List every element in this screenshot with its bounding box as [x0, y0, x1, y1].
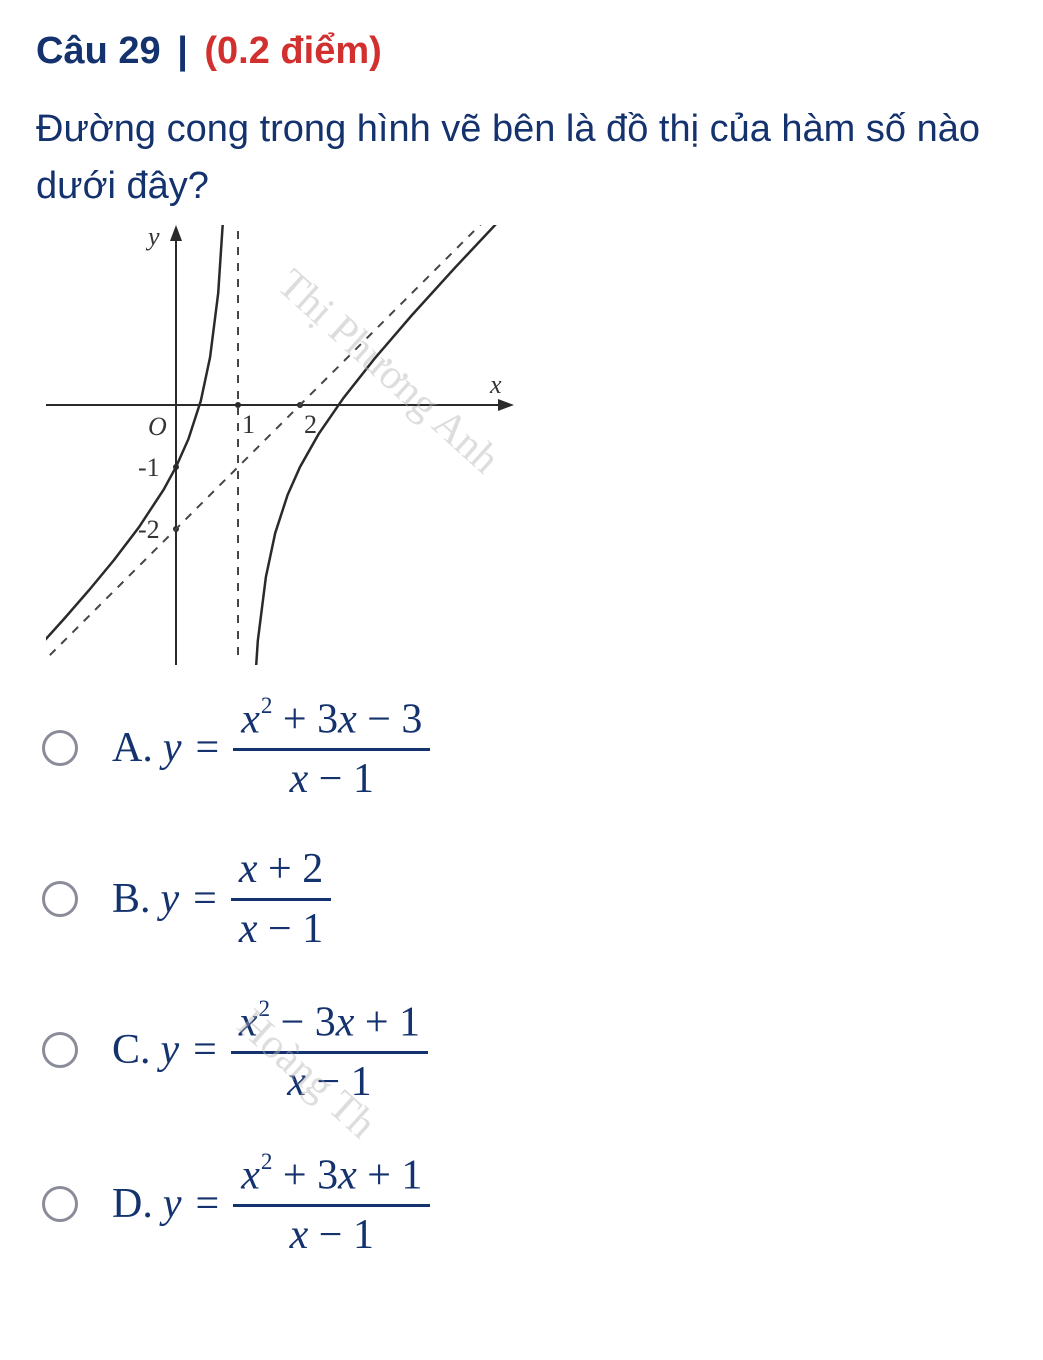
origin-label: O — [148, 412, 167, 441]
y-tick-label: -2 — [138, 515, 160, 544]
function-graph: Ox y 1 2 -1 -2 — [46, 225, 1007, 670]
separator: | — [177, 30, 188, 72]
question-number: Câu 29 — [36, 30, 161, 72]
numerator: x2 + 3x − 3 — [233, 688, 430, 748]
y-tick-label: -1 — [138, 453, 160, 482]
radio-button[interactable] — [42, 1032, 78, 1068]
option-letter: B. — [112, 875, 151, 923]
option-body: C. y = x2 − 3x + 1x − 1 — [112, 991, 428, 1110]
radio-button[interactable] — [42, 881, 78, 917]
fraction: x2 − 3x + 1x − 1 — [231, 991, 428, 1110]
denominator: x − 1 — [231, 901, 331, 957]
answer-option-d[interactable]: D. y = x2 + 3x + 1x − 1 — [42, 1144, 1007, 1263]
question-points: (0.2 điểm) — [204, 30, 381, 72]
answer-option-c[interactable]: C. y = x2 − 3x + 1x − 1 — [42, 991, 1007, 1110]
numerator: x + 2 — [231, 841, 331, 897]
numerator: x2 + 3x + 1 — [233, 1144, 430, 1204]
equation: y = x + 2x − 1 — [161, 841, 332, 957]
answer-option-b[interactable]: B. y = x + 2x − 1 — [42, 841, 1007, 957]
equation: y = x2 + 3x + 1x − 1 — [163, 1144, 431, 1263]
radio-button[interactable] — [42, 1186, 78, 1222]
equation: y = x2 + 3x − 3x − 1 — [163, 688, 431, 807]
question-text: Đường cong trong hình vẽ bên là đồ thị c… — [36, 101, 1007, 215]
denominator: x − 1 — [282, 751, 382, 807]
y-axis-label: y — [145, 225, 160, 251]
radio-button[interactable] — [42, 730, 78, 766]
x-tick-label: 1 — [242, 410, 255, 439]
answer-option-a[interactable]: A. y = x2 + 3x − 3x − 1 — [42, 688, 1007, 807]
x-axis-arrow — [498, 399, 514, 411]
option-letter: C. — [112, 1026, 151, 1074]
denominator: x − 1 — [282, 1207, 382, 1263]
option-body: B. y = x + 2x − 1 — [112, 841, 331, 957]
x-axis-label: x — [489, 370, 502, 399]
x-tick-label: 2 — [304, 410, 317, 439]
oblique-asymptote — [46, 225, 516, 665]
graph-svg: Ox y 1 2 -1 -2 — [46, 225, 516, 665]
curve-right-branch — [244, 225, 511, 665]
fraction: x + 2x − 1 — [231, 841, 331, 957]
equation: y = x2 − 3x + 1x − 1 — [161, 991, 429, 1110]
option-body: A. y = x2 + 3x − 3x − 1 — [112, 688, 430, 807]
fraction: x2 + 3x + 1x − 1 — [233, 1144, 430, 1263]
option-letter: D. — [112, 1180, 153, 1228]
fraction: x2 + 3x − 3x − 1 — [233, 688, 430, 807]
answer-options: A. y = x2 + 3x − 3x − 1 B. y = x + 2x − 1… — [36, 688, 1007, 1263]
y-axis-arrow — [170, 225, 182, 241]
question-header: Câu 29 | (0.2 điểm) — [36, 30, 1007, 73]
denominator: x − 1 — [279, 1054, 379, 1110]
option-body: D. y = x2 + 3x + 1x − 1 — [112, 1144, 430, 1263]
option-letter: A. — [112, 724, 153, 772]
curve-left-branch — [46, 225, 232, 646]
numerator: x2 − 3x + 1 — [231, 991, 428, 1051]
